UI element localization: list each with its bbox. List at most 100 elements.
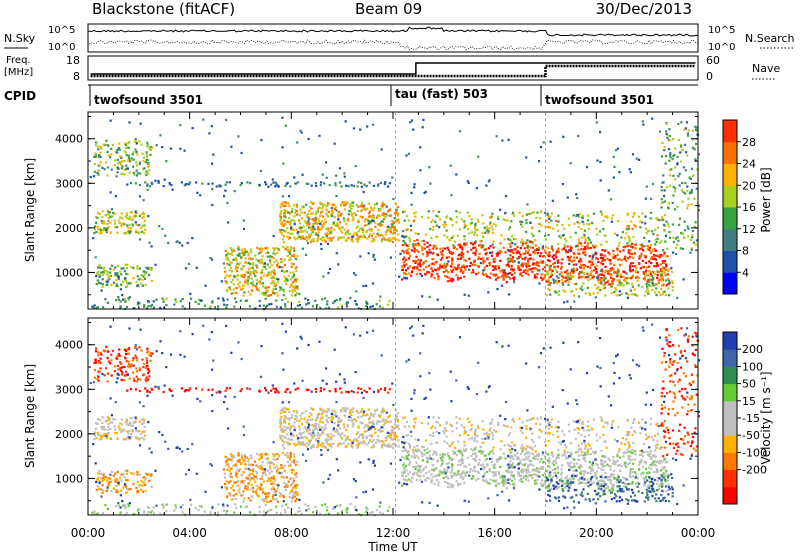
- power-cell: [491, 252, 493, 254]
- velocity-cell: [131, 425, 133, 427]
- velocity-cell: [279, 426, 281, 428]
- power-cell: [656, 262, 658, 264]
- power-cell: [291, 208, 293, 210]
- power-cell: [443, 262, 445, 264]
- velocity-cell: [381, 430, 383, 432]
- velocity-cell: [280, 412, 282, 414]
- velocity-cell: [98, 488, 100, 490]
- power-cell: [261, 250, 263, 252]
- power-cell: [672, 286, 674, 288]
- velocity-cell: [145, 379, 147, 381]
- power-cell: [451, 271, 453, 273]
- power-cell: [109, 211, 111, 213]
- power-cell: [604, 235, 606, 237]
- velocity-cell: [142, 366, 144, 368]
- power-cell: [273, 277, 275, 279]
- power-cell: [226, 304, 228, 306]
- velocity-cell: [340, 442, 342, 444]
- power-cell: [482, 244, 484, 246]
- power-cell: [227, 299, 229, 301]
- power-cell: [335, 175, 337, 177]
- velocity-cell: [375, 442, 377, 444]
- velocity-cell: [181, 387, 183, 389]
- velocity-cell: [321, 413, 323, 415]
- power-cell: [629, 168, 631, 170]
- power-cell: [540, 260, 542, 262]
- velocity-cell: [337, 420, 339, 422]
- power-cell: [365, 305, 367, 307]
- power-cell: [477, 221, 479, 223]
- velocity-cell: [268, 501, 270, 503]
- velocity-cell: [116, 358, 118, 360]
- power-cell: [95, 156, 97, 158]
- velocity-cell: [272, 494, 274, 496]
- power-cell: [323, 182, 325, 184]
- velocity-cell: [302, 441, 304, 443]
- velocity-cell: [326, 441, 328, 443]
- power-cell: [102, 274, 104, 276]
- velocity-cell: [126, 473, 128, 475]
- velocity-cell: [291, 469, 293, 471]
- power-cell: [527, 263, 529, 265]
- power-cell: [471, 218, 473, 220]
- power-cell: [695, 244, 697, 246]
- velocity-cell: [287, 427, 289, 429]
- power-cell: [265, 268, 267, 270]
- power-cell: [683, 166, 685, 168]
- velocity-cell: [349, 503, 351, 505]
- power-cell: [325, 241, 327, 243]
- power-cell: [225, 184, 227, 186]
- power-cell: [669, 237, 671, 239]
- power-cell: [416, 249, 418, 251]
- velocity-cell: [351, 446, 353, 448]
- power-cell: [260, 259, 262, 261]
- power-cell: [335, 184, 337, 186]
- power-cell: [535, 217, 537, 219]
- power-cell: [283, 294, 285, 296]
- power-cell: [238, 248, 240, 250]
- velocity-cell: [147, 474, 149, 476]
- velocity-cell: [285, 489, 287, 491]
- velocity-cell: [306, 430, 308, 432]
- power-cell: [262, 285, 264, 287]
- power-cell: [450, 165, 452, 167]
- power-cell: [507, 273, 509, 275]
- velocity-cell: [250, 488, 252, 490]
- velocity-cell: [383, 424, 385, 426]
- power-cell: [410, 275, 412, 277]
- power-cell: [239, 262, 241, 264]
- power-cell: [448, 249, 450, 251]
- power-cell: [402, 244, 404, 246]
- power-cell: [355, 165, 357, 167]
- velocity-cell: [230, 473, 232, 475]
- velocity-cell: [250, 464, 252, 466]
- power-cell: [430, 275, 432, 277]
- velocity-cell: [263, 481, 265, 483]
- velocity-cell: [332, 410, 334, 412]
- velocity-cell: [321, 504, 323, 506]
- power-cell: [245, 279, 247, 281]
- power-cell: [402, 240, 404, 242]
- power-cell: [94, 153, 96, 155]
- velocity-cell: [327, 443, 329, 445]
- power-ytick-label: 4000: [55, 133, 83, 146]
- power-cell: [411, 204, 413, 206]
- power-cell: [359, 255, 361, 257]
- power-cell: [226, 181, 228, 183]
- power-cell: [286, 280, 288, 282]
- power-cell: [468, 269, 470, 271]
- velocity-cell: [372, 511, 374, 513]
- velocity-cell: [262, 491, 264, 493]
- power-cell: [446, 264, 448, 266]
- power-cell: [262, 282, 264, 284]
- power-cell: [556, 271, 558, 273]
- power-cell: [140, 144, 142, 146]
- power-cell: [134, 215, 136, 217]
- power-cell: [647, 293, 649, 295]
- power-cell: [445, 266, 447, 268]
- power-cell: [668, 226, 670, 228]
- power-cell: [251, 290, 253, 292]
- power-cell: [619, 294, 621, 296]
- power-cell: [97, 148, 99, 150]
- velocity-cell: [114, 472, 116, 474]
